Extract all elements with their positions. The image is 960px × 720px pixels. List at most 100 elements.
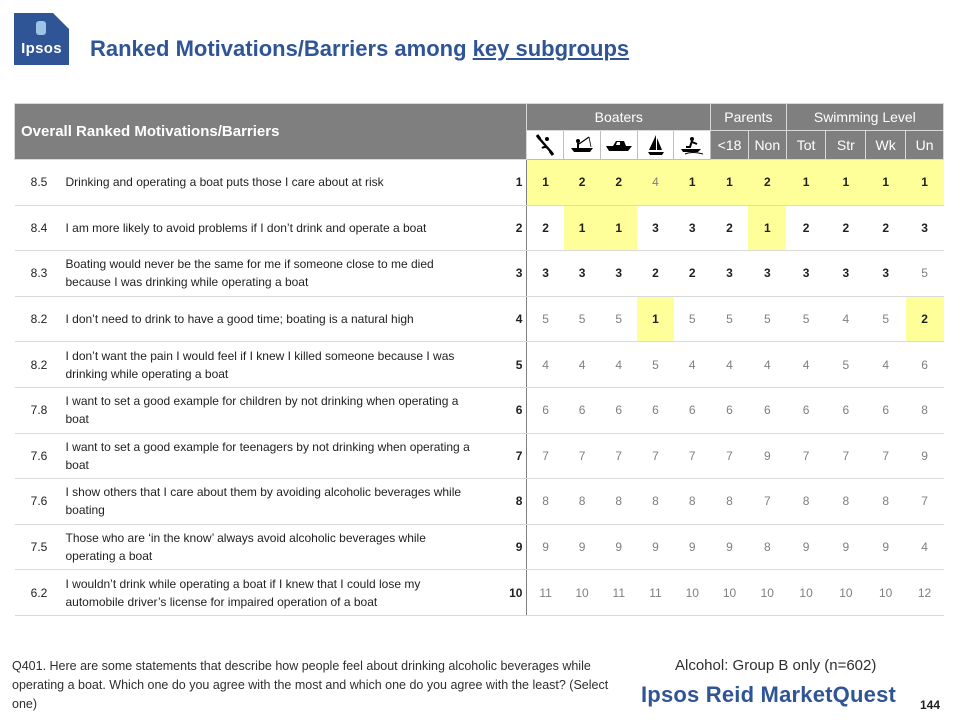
subgroup-rank: 5 — [786, 295, 826, 343]
subgroup-rank: 1 — [825, 159, 866, 206]
subgroup-rank: 8 — [786, 478, 826, 525]
subgroup-rank: 10 — [673, 569, 711, 616]
subgroup-rank: 6 — [526, 386, 564, 434]
table-row: 8.4 I am more likely to avoid problems if… — [14, 204, 944, 252]
subgroup-rank: 2 — [865, 204, 906, 252]
subgroup-rank: 9 — [710, 523, 749, 571]
subgroup-rank: 3 — [600, 250, 638, 297]
subgroup-rank: 1 — [710, 159, 749, 206]
page-title: Ranked Motivations/Barriers among key su… — [90, 36, 629, 62]
subgroup-rank: 3 — [673, 204, 711, 252]
table-row: 7.5 Those who are ‘in the know’ always av… — [14, 523, 944, 571]
subgroup-rank: 5 — [673, 295, 711, 343]
mean-score: 8.4 — [14, 204, 64, 252]
statement: I want to set a good example for childre… — [63, 386, 485, 434]
subgroup-rank: 7 — [637, 432, 674, 480]
subgroup-rank: 7 — [600, 432, 638, 480]
mean-score: 7.6 — [14, 432, 64, 480]
subgroup-rank: 9 — [526, 523, 564, 571]
subgroup-rank: 8 — [825, 478, 866, 525]
header-wk: Wk — [865, 130, 907, 160]
overall-rank: 7 — [484, 432, 527, 480]
overall-rank: 3 — [484, 250, 527, 297]
subgroup-rank: 7 — [825, 432, 866, 480]
subgroup-rank: 9 — [673, 523, 711, 571]
mean-score: 8.5 — [14, 159, 64, 206]
group-boaters: Boaters — [526, 103, 712, 131]
subgroup-rank: 6 — [673, 386, 711, 434]
mean-score: 8.2 — [14, 341, 64, 388]
mean-score: 6.2 — [14, 569, 64, 616]
subgroup-rank: 7 — [905, 478, 944, 525]
overall-rank: 8 — [484, 478, 527, 525]
subgroup-rank: 7 — [563, 432, 601, 480]
motorboat-icon — [599, 130, 638, 160]
overall-rank: 10 — [484, 569, 527, 616]
subgroup-rank: 5 — [748, 295, 787, 343]
subgroup-rank: 9 — [825, 523, 866, 571]
header-un: Un — [905, 130, 944, 160]
subgroup-rank: 9 — [748, 432, 787, 480]
subgroup-rank: 1 — [600, 204, 638, 252]
subgroup-rank: 5 — [905, 250, 944, 297]
subgroup-rank: 10 — [786, 569, 826, 616]
subgroup-rank: 4 — [865, 341, 906, 388]
subgroup-rank: 4 — [825, 295, 866, 343]
jetski-icon — [673, 130, 712, 160]
subgroup-rank: 4 — [563, 341, 601, 388]
subgroup-rank: 8 — [673, 478, 711, 525]
subgroup-rank: 5 — [710, 295, 749, 343]
mean-score: 7.5 — [14, 523, 64, 571]
subgroup-rank: 3 — [905, 204, 944, 252]
subgroup-rank: 10 — [865, 569, 906, 616]
kayak-icon — [526, 130, 565, 160]
subgroup-rank: 5 — [825, 341, 866, 388]
subgroup-rank: 5 — [865, 295, 906, 343]
subgroup-rank: 7 — [526, 432, 564, 480]
subgroup-rank: 3 — [865, 250, 906, 297]
subgroup-rank: 6 — [865, 386, 906, 434]
subgroup-rank: 10 — [710, 569, 749, 616]
subgroup-header-row: <18 Non Tot Str Wk Un — [15, 130, 944, 160]
subgroup-rank: 1 — [563, 204, 601, 252]
subgroup-rank: 3 — [563, 250, 601, 297]
subgroup-rank: 4 — [673, 341, 711, 388]
subgroup-rank: 8 — [710, 478, 749, 525]
subgroup-rank: 9 — [563, 523, 601, 571]
table-row: 8.5 Drinking and operating a boat puts th… — [14, 159, 944, 206]
statement: I wouldn’t drink while operating a boat … — [63, 569, 485, 616]
subgroup-rank: 6 — [710, 386, 749, 434]
overall-rank: 5 — [484, 341, 527, 388]
subgroup-rank: 2 — [748, 159, 787, 206]
subgroup-rank: 7 — [748, 478, 787, 525]
subgroup-rank: 2 — [637, 250, 674, 297]
subgroup-rank: 2 — [825, 204, 866, 252]
statement: Those who are ‘in the know’ always avoid… — [63, 523, 485, 571]
subgroup-rank: 7 — [786, 432, 826, 480]
subgroup-rank: 2 — [710, 204, 749, 252]
base-note: Alcohol: Group B only (n=602) — [675, 657, 877, 674]
subgroup-rank: 8 — [865, 478, 906, 525]
subgroup-rank: 6 — [905, 341, 944, 388]
table-row: 8.2 I don’t want the pain I would feel if… — [14, 341, 944, 388]
subgroup-rank: 1 — [637, 295, 674, 343]
subgroup-rank: 4 — [748, 341, 787, 388]
subgroup-rank: 2 — [526, 204, 564, 252]
statement: Drinking and operating a boat puts those… — [63, 159, 485, 206]
subgroup-rank: 6 — [748, 386, 787, 434]
subgroup-rank: 2 — [673, 250, 711, 297]
subgroup-rank: 7 — [673, 432, 711, 480]
subgroup-rank: 8 — [905, 386, 944, 434]
subgroup-rank: 6 — [600, 386, 638, 434]
subgroup-rank: 3 — [526, 250, 564, 297]
group-parents: Parents — [710, 103, 787, 131]
subgroup-rank: 8 — [600, 478, 638, 525]
overall-rank: 9 — [484, 523, 527, 571]
table-row: 7.6 I show others that I care about them … — [14, 478, 944, 525]
subgroup-rank: 9 — [905, 432, 944, 480]
question-text: Q401. Here are some statements that desc… — [12, 659, 609, 711]
group-header-row: Overall Ranked Motivations/Barriers Boat… — [13, 103, 945, 160]
overall-rank: 2 — [484, 204, 527, 252]
subgroup-rank: 5 — [526, 295, 564, 343]
subgroup-rank: 4 — [637, 159, 674, 206]
